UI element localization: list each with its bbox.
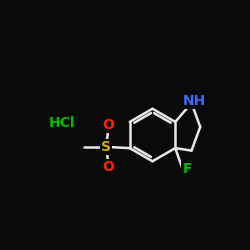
Text: HCl: HCl xyxy=(49,116,76,130)
Text: NH: NH xyxy=(182,94,206,108)
Text: S: S xyxy=(101,140,111,154)
Text: F: F xyxy=(182,162,192,176)
Text: O: O xyxy=(102,160,115,174)
Text: O: O xyxy=(102,118,115,132)
